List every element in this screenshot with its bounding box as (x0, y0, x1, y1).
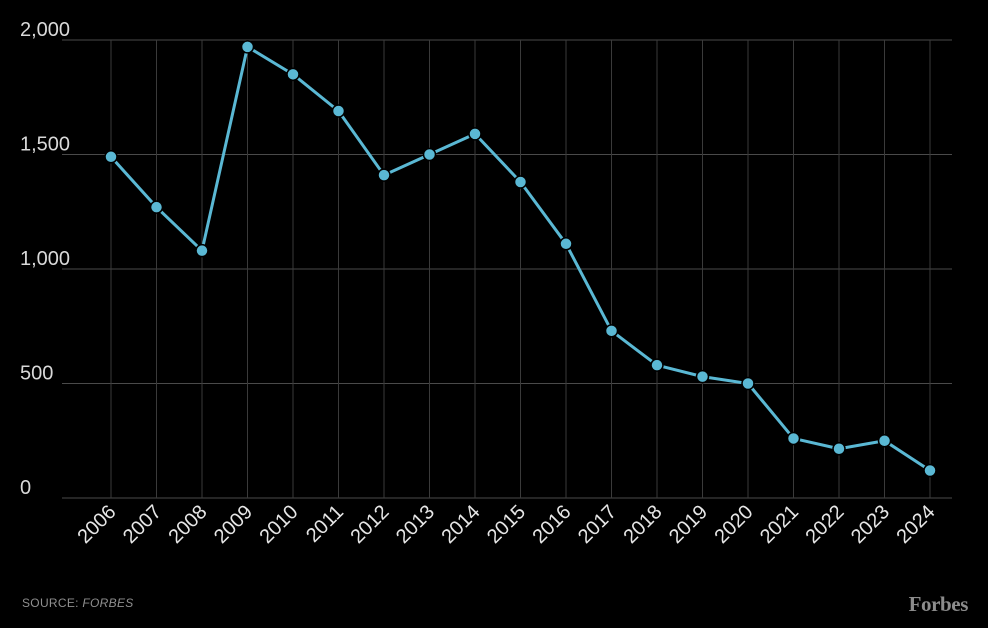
x-tick-label: 2014 (438, 501, 485, 548)
x-tick-label: 2015 (483, 501, 530, 548)
data-point (604, 324, 619, 338)
series-points (104, 40, 937, 478)
data-point (559, 237, 573, 251)
x-tick-label: 2017 (574, 501, 621, 548)
y-axis-ticks: 0 500 1,000 1,500 2,000 (20, 19, 70, 499)
data-point (240, 40, 255, 54)
data-point (923, 463, 937, 478)
data-point (195, 243, 209, 258)
source-note: SOURCE: FORBES (22, 596, 134, 610)
x-tick-label: 2022 (802, 501, 849, 548)
x-tick-label: 2021 (756, 501, 803, 548)
data-point (877, 434, 892, 448)
x-tick-label: 2020 (711, 501, 758, 548)
source-label: SOURCE: (22, 596, 83, 610)
data-point (422, 147, 437, 162)
source-name: FORBES (82, 596, 134, 610)
y-tick-label: 2,000 (20, 19, 70, 41)
data-point (377, 168, 391, 182)
data-point (650, 358, 664, 372)
x-tick-label: 2024 (893, 501, 940, 548)
y-tick-label: 0 (20, 477, 31, 499)
x-tick-label: 2006 (74, 501, 121, 548)
y-tick-label: 1,500 (20, 134, 70, 156)
data-point (741, 376, 755, 391)
data-point (286, 67, 300, 82)
forbes-logo: Forbes (908, 592, 969, 616)
x-tick-label: 2010 (256, 501, 303, 548)
y-tick-label: 1,000 (20, 248, 70, 270)
x-tick-label: 2007 (119, 501, 166, 548)
data-point (832, 442, 846, 456)
x-tick-label: 2009 (210, 501, 257, 548)
x-tick-label: 2016 (529, 501, 576, 548)
x-tick-label: 2013 (392, 501, 439, 548)
data-point (331, 104, 346, 118)
x-tick-label: 2008 (165, 501, 212, 548)
x-tick-label: 2012 (347, 501, 394, 548)
data-point (786, 431, 801, 446)
y-tick-label: 500 (20, 363, 53, 385)
data-point (149, 200, 164, 214)
x-tick-label: 2023 (847, 501, 894, 548)
x-tick-label: 2019 (665, 501, 712, 548)
x-tick-label: 2018 (620, 501, 667, 548)
data-point (695, 369, 710, 384)
grid (62, 39, 952, 499)
data-point (468, 127, 482, 141)
x-tick-label: 2011 (302, 501, 348, 547)
data-point (513, 175, 528, 189)
data-point (104, 150, 118, 164)
